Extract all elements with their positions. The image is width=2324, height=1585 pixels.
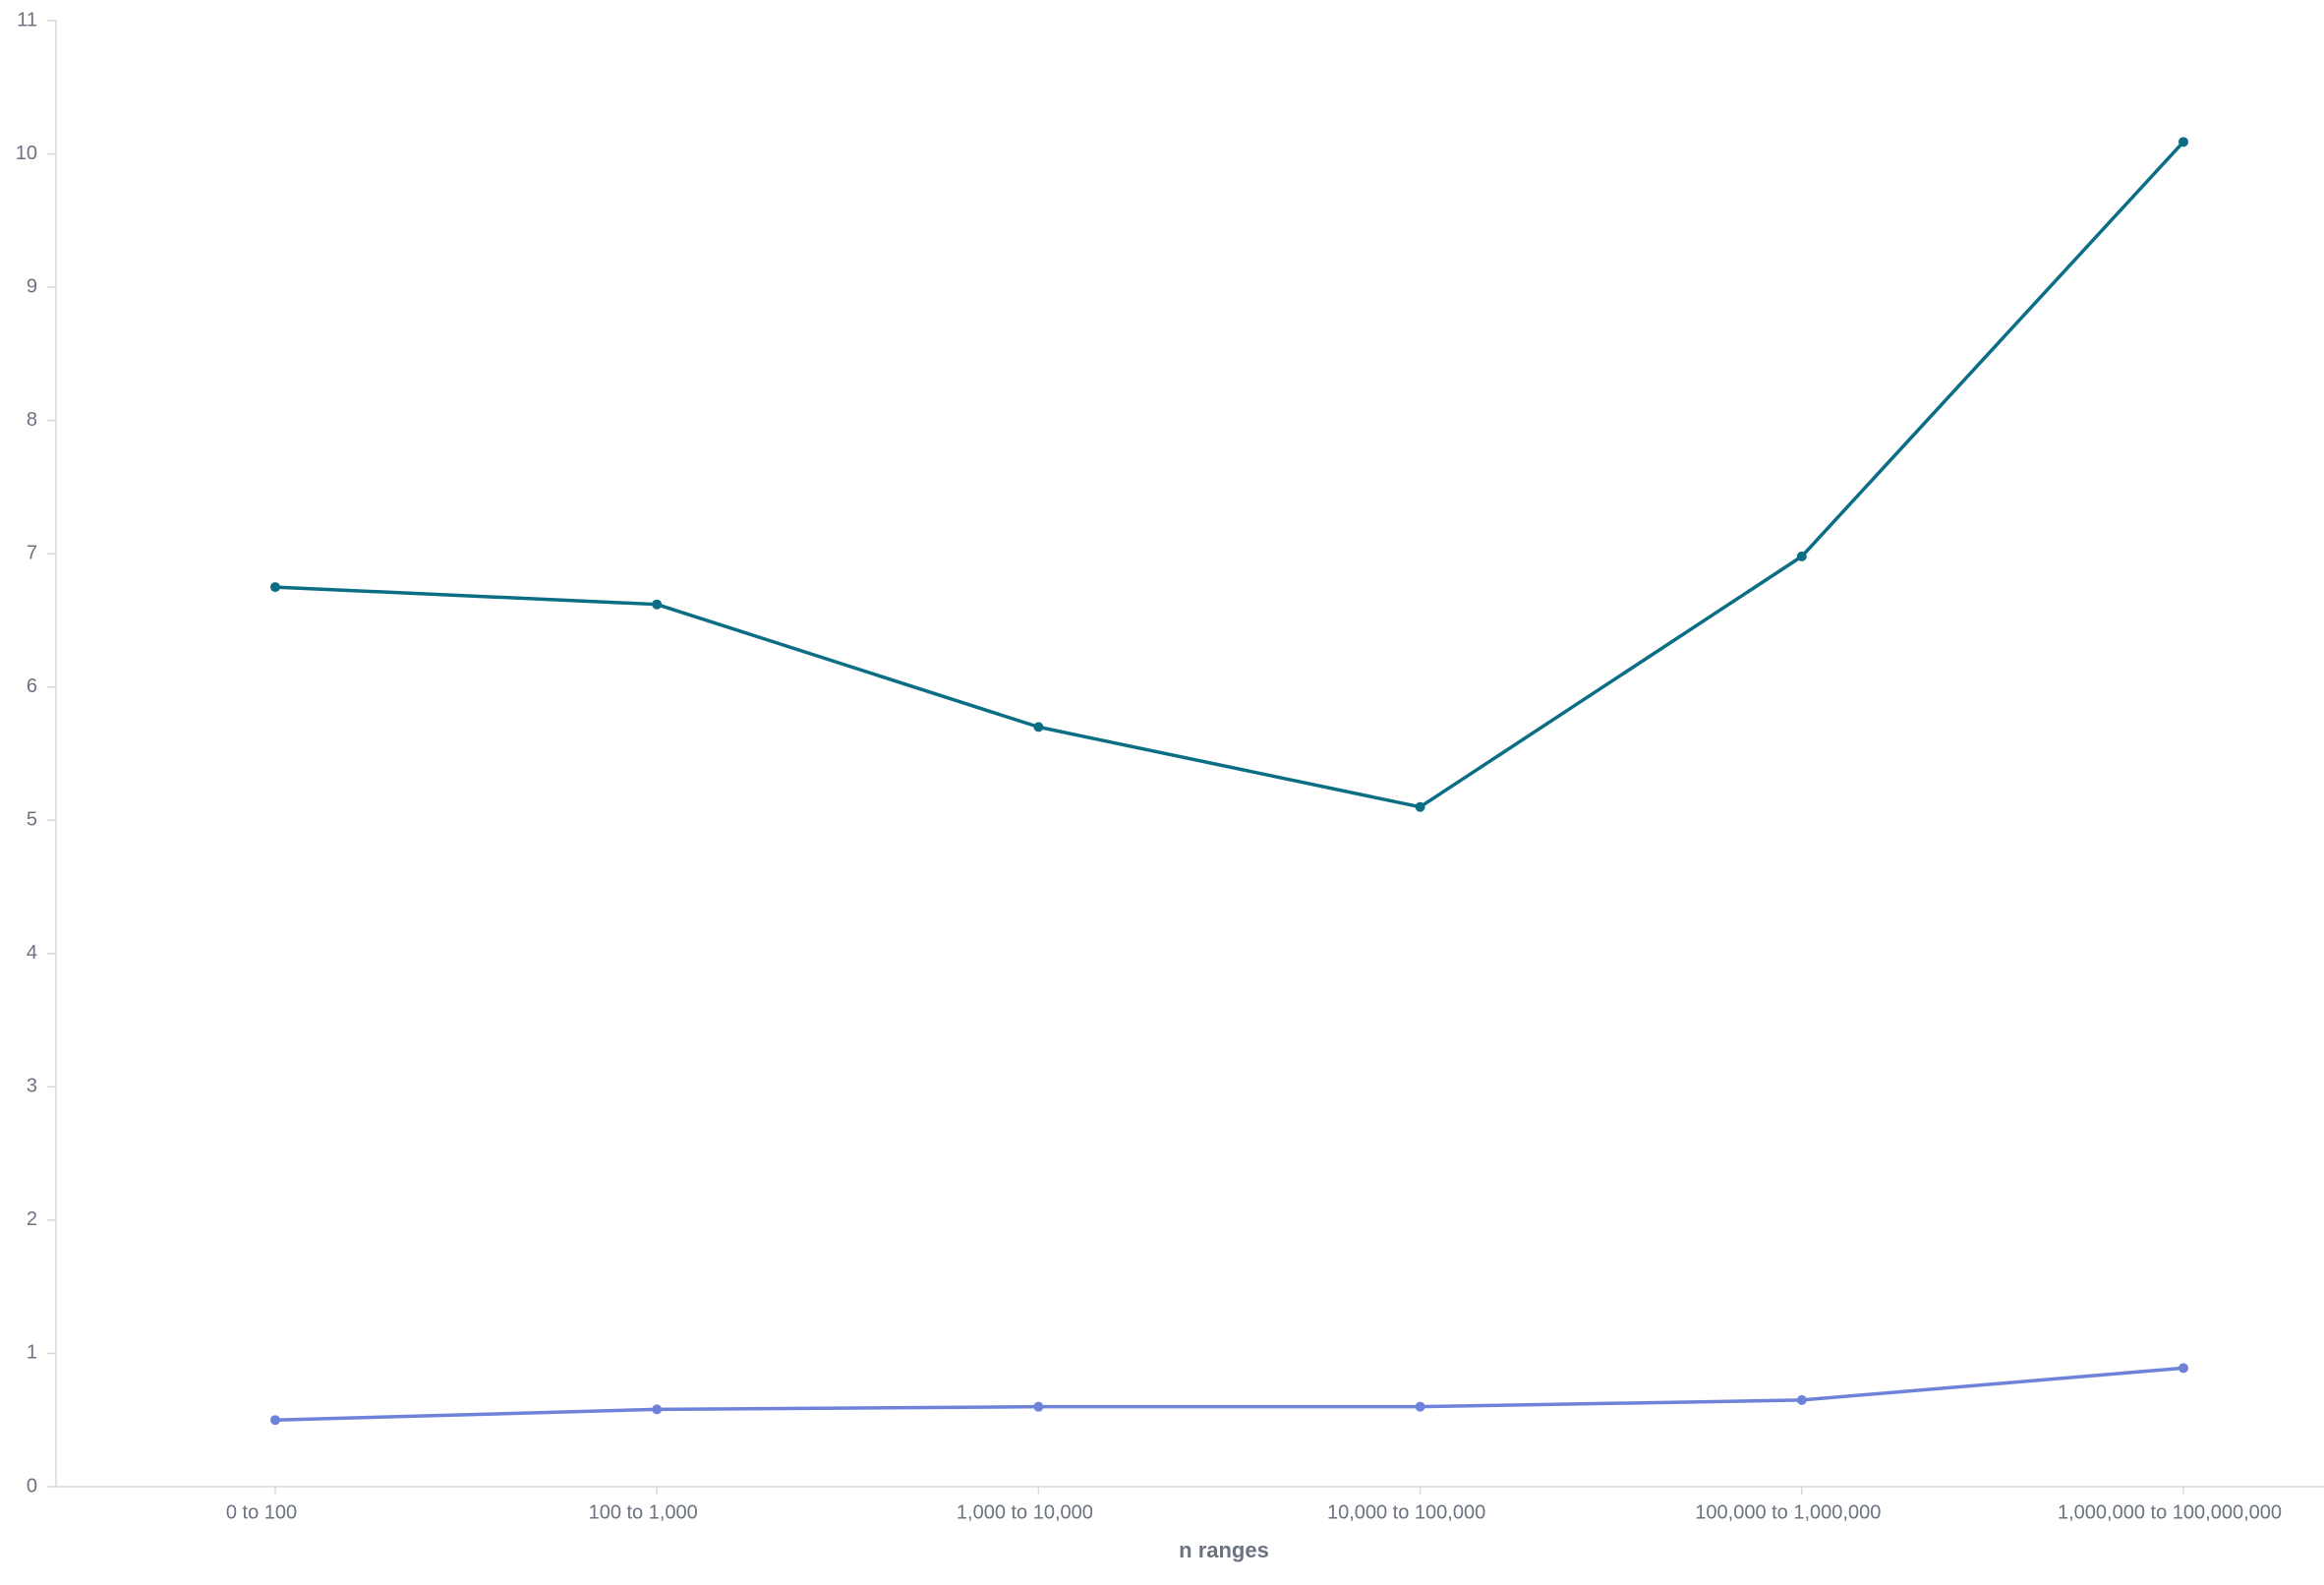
y-tick-label: 3 (27, 1076, 37, 1097)
y-tick-label: 7 (27, 542, 37, 563)
data-point (652, 1404, 663, 1415)
y-tick-label: 5 (27, 809, 37, 831)
data-point (1796, 1394, 1807, 1405)
x-tick-label: 100,000 to 1,000,000 (1695, 1501, 1881, 1523)
data-point (652, 599, 663, 610)
y-tick-label: 6 (27, 675, 37, 697)
x-tick-label: 1,000,000 to 100,000,000 (2058, 1501, 2282, 1523)
y-tick-label: 9 (27, 275, 37, 297)
series-line (274, 141, 2185, 809)
y-tick-label: 11 (17, 9, 37, 30)
x-tick-label: 1,000 to 10,000 (957, 1501, 1093, 1523)
data-point (2179, 137, 2188, 147)
x-axis-title: n ranges (1179, 1538, 1269, 1562)
data-point (270, 582, 280, 593)
data-point (1033, 1401, 1044, 1412)
y-tick-label: 2 (27, 1208, 37, 1230)
data-point (2179, 1363, 2188, 1374)
x-tick-label: 100 to 1,000 (589, 1501, 698, 1523)
x-tick-label: 0 to 100 (226, 1501, 297, 1523)
y-tick-label: 8 (27, 409, 37, 431)
data-point (1415, 801, 1425, 812)
x-tick-label: 10,000 to 100,000 (1327, 1501, 1485, 1523)
y-tick-label: 0 (27, 1475, 37, 1497)
data-point (270, 1415, 280, 1426)
data-point (1033, 722, 1044, 733)
y-tick-label: 1 (27, 1342, 37, 1364)
y-tick-label: 10 (16, 143, 37, 164)
y-tick-label: 4 (27, 942, 37, 964)
series-line (274, 1366, 2184, 1422)
data-point (1415, 1401, 1425, 1412)
data-point (1796, 551, 1807, 561)
